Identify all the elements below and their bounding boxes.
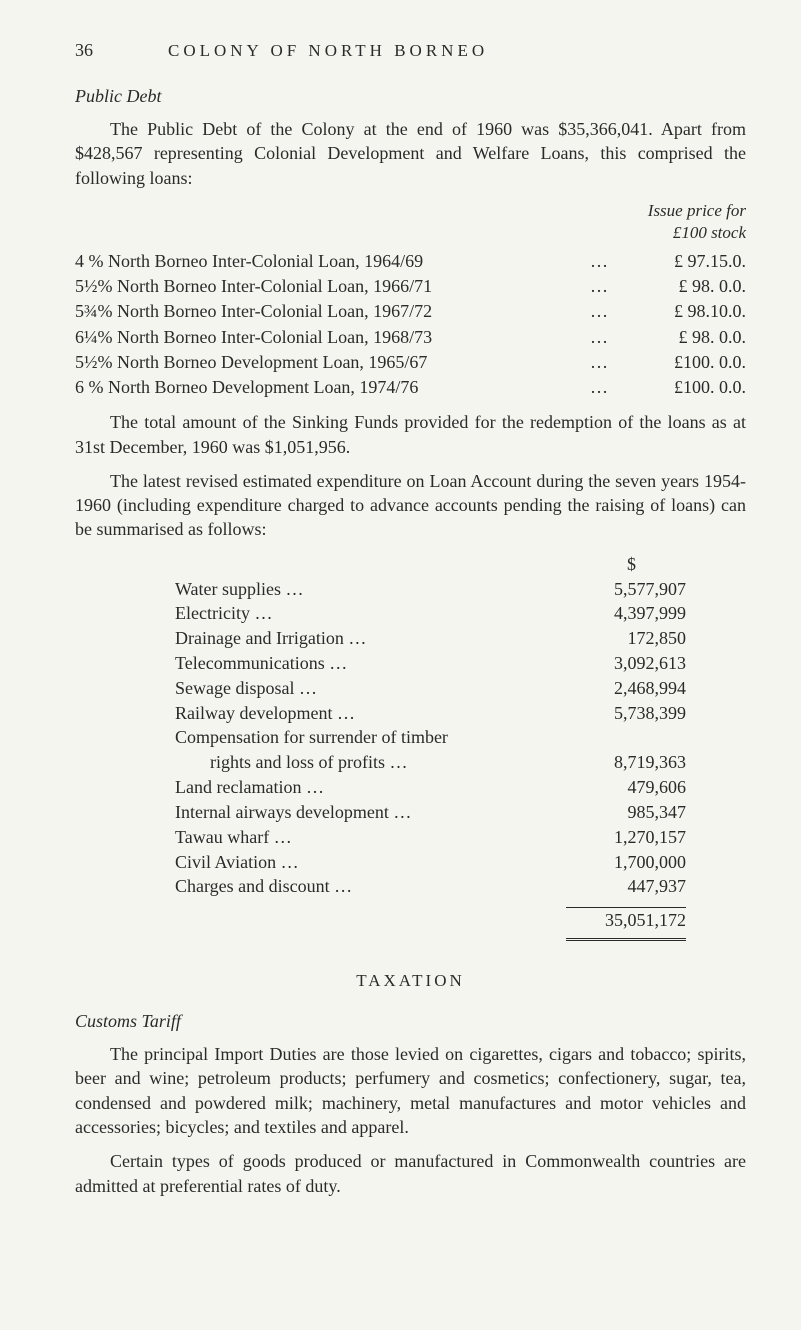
expenditure-row: Charges and discount …447,937	[175, 874, 686, 899]
sinking-funds-para: The total amount of the Sinking Funds pr…	[75, 410, 746, 459]
expenditure-value: 479,606	[566, 775, 686, 800]
loan-price: £ 97.15.0.	[616, 249, 746, 274]
loan-row: 6 % North Borneo Development Loan, 1974/…	[75, 375, 746, 400]
loan-description: 5¾% North Borneo Inter-Colonial Loan, 19…	[75, 299, 582, 324]
expenditure-row: Land reclamation …479,606	[175, 775, 686, 800]
expenditure-value: 2,468,994	[566, 676, 686, 701]
taxation-para2: Certain types of goods produced or manuf…	[75, 1149, 746, 1198]
expenditure-para: The latest revised estimated expenditure…	[75, 469, 746, 542]
expenditure-row: Internal airways development …985,347	[175, 800, 686, 825]
loan-row: 4 % North Borneo Inter-Colonial Loan, 19…	[75, 249, 746, 274]
expenditure-value: 4,397,999	[566, 601, 686, 626]
loans-list: 4 % North Borneo Inter-Colonial Loan, 19…	[75, 249, 746, 400]
expenditure-table: $ Water supplies …5,577,907Electricity ……	[175, 552, 686, 941]
expenditure-value: 5,738,399	[566, 701, 686, 726]
loan-description: 6¼% North Borneo Inter-Colonial Loan, 19…	[75, 325, 582, 350]
expenditure-label: Internal airways development …	[175, 800, 566, 825]
taxation-para1: The principal Import Duties are those le…	[75, 1042, 746, 1139]
expenditure-label: Railway development …	[175, 701, 566, 726]
dots-separator: …	[590, 375, 608, 400]
expenditure-label: Tawau wharf …	[175, 825, 566, 850]
loan-row: 5½% North Borneo Inter-Colonial Loan, 19…	[75, 274, 746, 299]
issue-header-line1: Issue price for	[75, 200, 746, 222]
taxation-title: TAXATION	[75, 971, 746, 991]
expenditure-label: Civil Aviation …	[175, 850, 566, 875]
loan-row: 5¾% North Borneo Inter-Colonial Loan, 19…	[75, 299, 746, 324]
expenditure-label: Telecommunications …	[175, 651, 566, 676]
running-title: COLONY OF NORTH BORNEO	[168, 41, 488, 61]
expenditure-row: rights and loss of profits …8,719,363	[175, 750, 686, 775]
expenditure-value: 985,347	[566, 800, 686, 825]
loan-price: £ 98. 0.0.	[616, 325, 746, 350]
loan-description: 6 % North Borneo Development Loan, 1974/…	[75, 375, 582, 400]
loan-price: £ 98.10.0.	[616, 299, 746, 324]
expenditure-row: Drainage and Irrigation …172,850	[175, 626, 686, 651]
dots-separator: …	[590, 350, 608, 375]
expenditure-label: Sewage disposal …	[175, 676, 566, 701]
expenditure-label: rights and loss of profits …	[175, 750, 566, 775]
page-number: 36	[75, 40, 93, 61]
expenditure-value: 3,092,613	[566, 651, 686, 676]
expenditure-rows: Water supplies …5,577,907Electricity …4,…	[175, 577, 686, 900]
expenditure-value: 5,577,907	[566, 577, 686, 602]
expenditure-row: Railway development …5,738,399	[175, 701, 686, 726]
page-header: 36 COLONY OF NORTH BORNEO	[75, 40, 746, 61]
public-debt-para1: The Public Debt of the Colony at the end…	[75, 117, 746, 190]
customs-tariff-heading: Customs Tariff	[75, 1011, 746, 1032]
expenditure-value	[566, 725, 686, 750]
expenditure-value: 172,850	[566, 626, 686, 651]
expenditure-value: 1,700,000	[566, 850, 686, 875]
dots-separator: …	[590, 249, 608, 274]
loan-row: 6¼% North Borneo Inter-Colonial Loan, 19…	[75, 325, 746, 350]
issue-header-line2: £100 stock	[75, 222, 746, 244]
expenditure-row: Compensation for surrender of timber	[175, 725, 686, 750]
expenditure-value: 1,270,157	[566, 825, 686, 850]
expenditure-row: Sewage disposal …2,468,994	[175, 676, 686, 701]
expenditure-row: Telecommunications …3,092,613	[175, 651, 686, 676]
total-double-rule	[566, 938, 686, 941]
dots-separator: …	[590, 325, 608, 350]
expenditure-label: Charges and discount …	[175, 874, 566, 899]
total-value: 35,051,172	[566, 908, 686, 933]
dots-separator: …	[590, 299, 608, 324]
loan-row: 5½% North Borneo Development Loan, 1965/…	[75, 350, 746, 375]
public-debt-heading: Public Debt	[75, 86, 746, 107]
dots-separator: …	[590, 274, 608, 299]
loan-description: 5½% North Borneo Inter-Colonial Loan, 19…	[75, 274, 582, 299]
loan-description: 4 % North Borneo Inter-Colonial Loan, 19…	[75, 249, 582, 274]
expenditure-label: Compensation for surrender of timber	[175, 725, 566, 750]
expenditure-row: Water supplies …5,577,907	[175, 577, 686, 602]
loan-price: £100. 0.0.	[616, 375, 746, 400]
expenditure-row: Electricity …4,397,999	[175, 601, 686, 626]
loan-price: £ 98. 0.0.	[616, 274, 746, 299]
expenditure-row: Civil Aviation …1,700,000	[175, 850, 686, 875]
expenditure-value: 8,719,363	[566, 750, 686, 775]
currency-header: $	[175, 552, 686, 577]
issue-price-header: Issue price for £100 stock	[75, 200, 746, 244]
expenditure-label: Electricity …	[175, 601, 566, 626]
total-row: 35,051,172	[175, 908, 686, 933]
expenditure-label: Water supplies …	[175, 577, 566, 602]
loan-price: £100. 0.0.	[616, 350, 746, 375]
expenditure-value: 447,937	[566, 874, 686, 899]
expenditure-label: Drainage and Irrigation …	[175, 626, 566, 651]
expenditure-row: Tawau wharf …1,270,157	[175, 825, 686, 850]
loan-description: 5½% North Borneo Development Loan, 1965/…	[75, 350, 582, 375]
total-label	[175, 908, 566, 933]
expenditure-label: Land reclamation …	[175, 775, 566, 800]
